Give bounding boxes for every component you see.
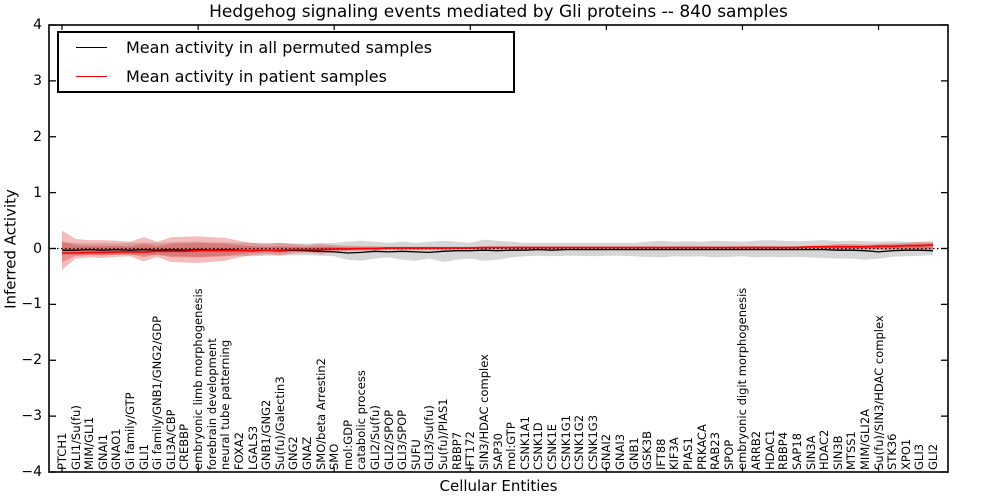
y-tick-label: 2 xyxy=(33,128,42,145)
x-tick-label: GLI2/SPOP xyxy=(381,409,396,470)
x-tick-label: RAB23 xyxy=(708,432,723,470)
x-tick-label: MIM/GLI1 xyxy=(82,416,97,470)
x-tick-label: mol:GTP xyxy=(504,422,519,470)
x-tick-label: MIM/GLI2A xyxy=(857,408,872,470)
x-tick-label: GLI1/Su(fu) xyxy=(68,405,83,470)
x-tick-label: GNAO1 xyxy=(109,428,124,470)
legend-line-red-icon xyxy=(76,76,107,77)
x-tick-label: SIN3/HDAC complex xyxy=(476,354,491,470)
x-tick-label: embryonic digit morphogenesis xyxy=(735,287,750,470)
x-tick-label: GLI2 xyxy=(926,443,940,470)
x-tick-label: HDAC2 xyxy=(817,429,832,470)
x-tick-label: SIN3A xyxy=(803,435,818,470)
x-tick-label: LGALS3 xyxy=(245,425,260,470)
x-tick-label: GLI2/Su(fu) xyxy=(368,405,383,470)
x-tick-label: IFT172 xyxy=(463,431,478,470)
x-tick-label: CSNK1E xyxy=(544,423,559,470)
x-tick-label: IFT88 xyxy=(653,438,668,470)
x-tick-label: SPOP xyxy=(721,439,736,470)
x-tick-label: PRKACA xyxy=(694,424,709,470)
y-tick-label: 1 xyxy=(33,184,42,201)
x-tick-label: GLI3/Su(fu) xyxy=(422,405,437,470)
x-tick-label: CREBBP xyxy=(177,424,192,470)
y-tick-label: −4 xyxy=(21,464,42,480)
x-tick-label: RBBP4 xyxy=(776,431,791,470)
x-tick-label: CSNK1A1 xyxy=(517,416,532,470)
x-tick-label: Gi family/GNB1/GNG2/GDP xyxy=(150,315,165,470)
y-tick-label: −2 xyxy=(21,352,42,369)
x-tick-label: STK36 xyxy=(885,433,900,471)
axes-frame xyxy=(48,24,949,473)
x-tick-label: CSNK1D xyxy=(531,422,546,470)
x-tick-label: GNAI1 xyxy=(95,433,110,470)
x-tick-label: GNAZ xyxy=(299,436,314,470)
x-tick-label: neural tube patterning xyxy=(218,339,233,470)
chart-title: Hedgehog signaling events mediated by Gl… xyxy=(209,2,788,22)
legend-entry-patient: Mean activity in patient samples xyxy=(59,63,513,91)
legend: Mean activity in all permuted samples Me… xyxy=(57,31,515,93)
y-tick-label: −1 xyxy=(21,296,42,313)
x-tick-label: GNAI2 xyxy=(599,433,614,470)
x-tick-label: CSNK1G1 xyxy=(558,414,573,470)
x-tick-label: GLI1 xyxy=(136,443,151,470)
x-tick-label: GLI3/SPOP xyxy=(395,409,410,470)
x-tick-label: CSNK1G3 xyxy=(585,414,600,470)
x-axis-label: Cellular Entities xyxy=(439,477,558,495)
x-tick-label: Su(fu)/SIN3/HDAC complex xyxy=(871,315,886,470)
x-tick-label: mol:GDP xyxy=(340,419,355,470)
x-tick-label: PTCH1 xyxy=(55,432,69,470)
legend-entry-permuted: Mean activity in all permuted samples xyxy=(59,34,513,62)
x-tick-label: SMO xyxy=(327,443,342,470)
x-tick-label: GLI3A/CBP xyxy=(163,409,178,470)
x-tick-label: SAP30 xyxy=(490,433,505,470)
x-tick-label: HDAC1 xyxy=(762,429,777,470)
legend-line-black-icon xyxy=(76,47,107,48)
x-tick-label: ARRB2 xyxy=(749,430,764,470)
x-tick-label: embryonic limb morphogenesis xyxy=(191,288,206,470)
x-tick-label: XPO1 xyxy=(898,438,913,470)
x-tick-label: SUFU xyxy=(408,439,423,470)
x-tick-label: GSK3B xyxy=(640,431,655,470)
x-tick-label: Su(fu)/Galectin3 xyxy=(272,376,287,470)
patient-mean-line xyxy=(62,244,934,254)
x-tick-label: CSNK1G2 xyxy=(572,414,587,470)
legend-label-patient: Mean activity in patient samples xyxy=(126,67,387,86)
x-tick-label: PIAS1 xyxy=(681,437,696,470)
x-tick-label: GNAI3 xyxy=(612,433,627,470)
x-tick-label: KIF3A xyxy=(667,437,682,470)
x-tick-label: SAP18 xyxy=(789,433,804,470)
legend-label-permuted: Mean activity in all permuted samples xyxy=(126,38,433,57)
y-tick-label: −3 xyxy=(21,408,42,425)
y-tick-label: 4 xyxy=(33,17,42,33)
x-tick-label: GNB1/GNG2 xyxy=(259,399,274,470)
x-tick-label: SMO/beta Arrestin2 xyxy=(313,358,328,470)
y-tick-label: 0 xyxy=(33,240,42,257)
x-tick-label: GNB1 xyxy=(626,437,641,470)
x-tick-label: catabolic process xyxy=(354,370,369,470)
x-tick-label: Su(fu)/PIAS1 xyxy=(436,398,451,470)
x-tick-label: GNG2 xyxy=(286,436,301,470)
y-tick-label: 3 xyxy=(33,72,42,89)
x-tick-label: FOXA2 xyxy=(231,432,246,470)
x-tick-label: SIN3B xyxy=(830,435,845,471)
x-tick-label: MTSS1 xyxy=(844,431,859,470)
x-tick-label: RBBP7 xyxy=(449,431,464,470)
x-tick-label: GLI3 xyxy=(912,443,927,470)
x-tick-label: Gi family/GTP xyxy=(123,392,138,470)
x-tick-label: forebrain development xyxy=(204,338,219,470)
